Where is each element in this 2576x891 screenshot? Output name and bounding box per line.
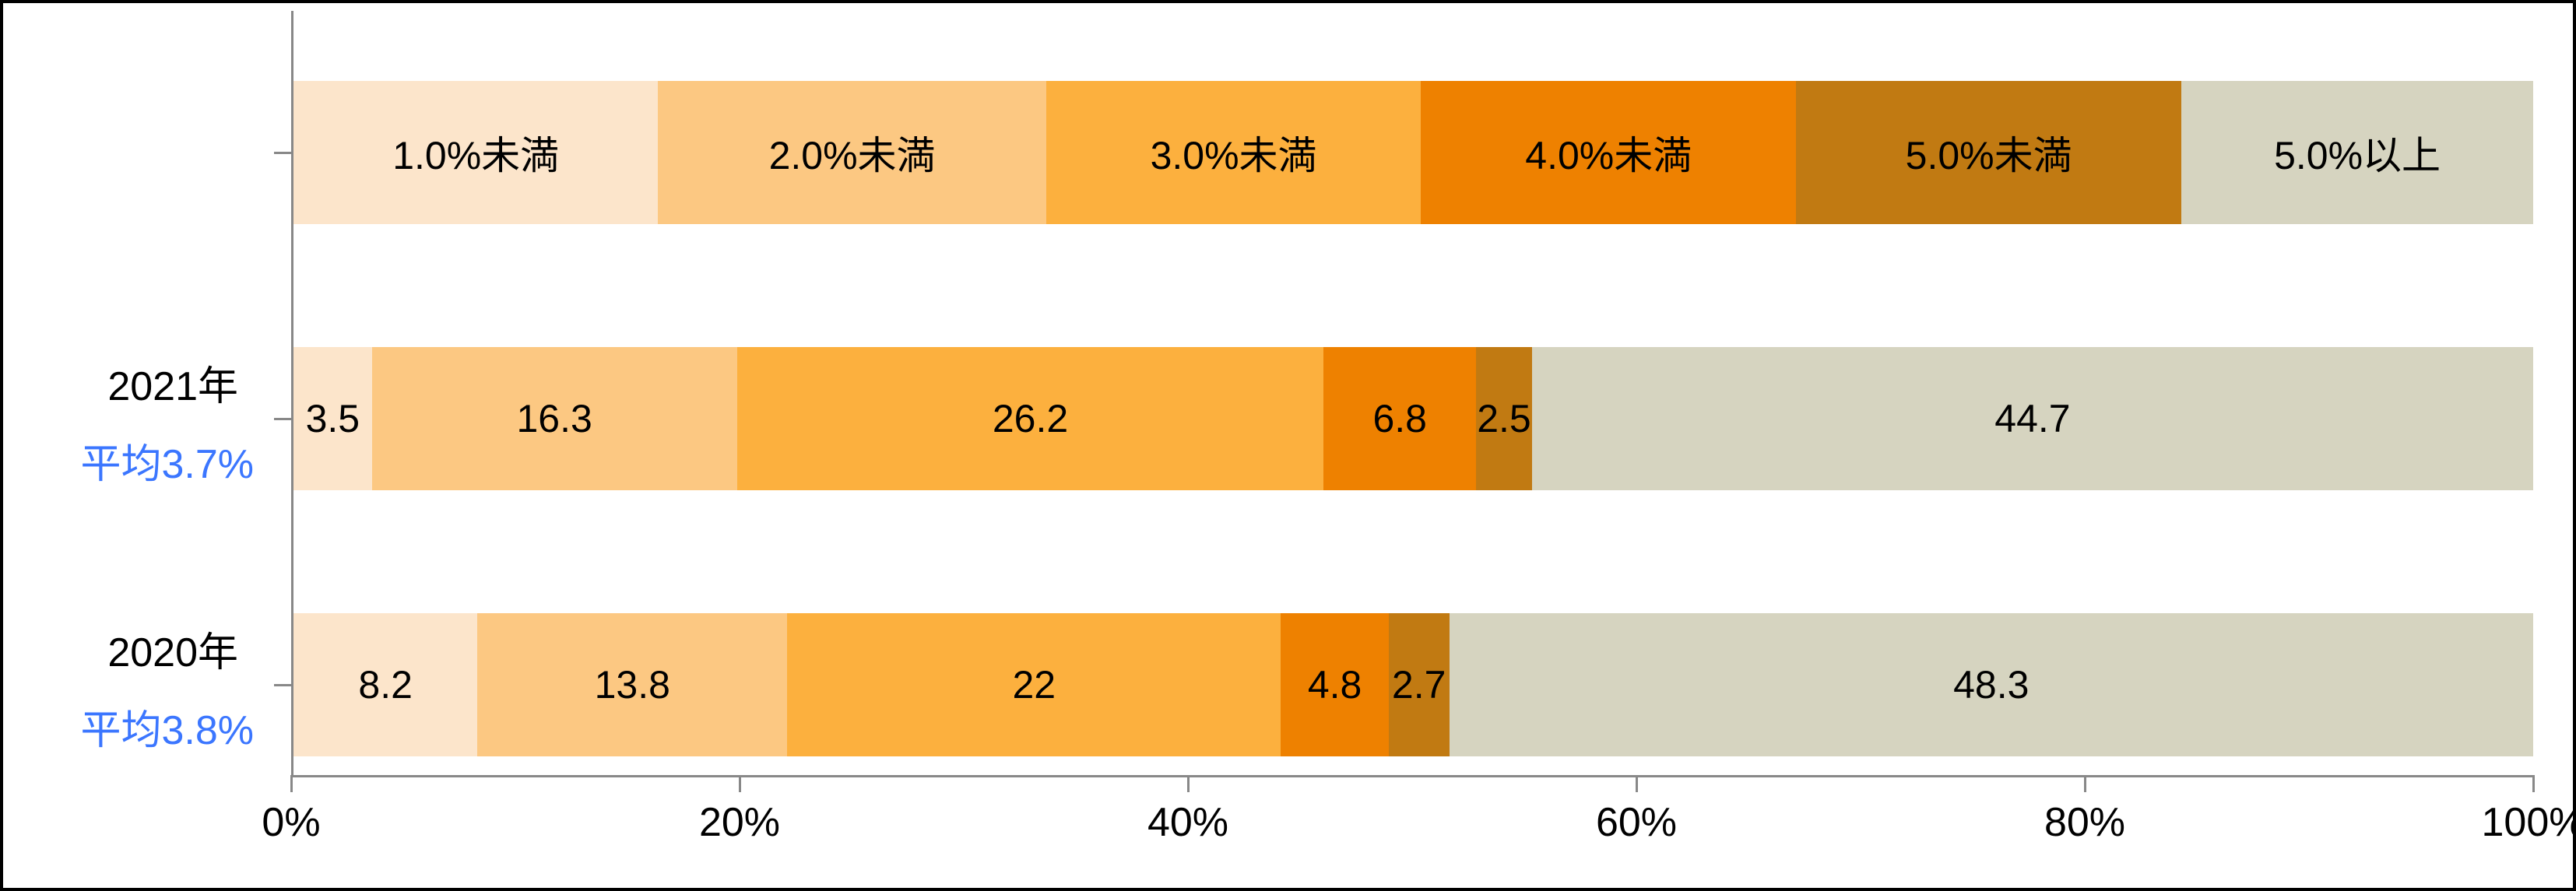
bar-value-label: 26.2 <box>993 396 1068 441</box>
bar-segment: 13.8 <box>477 613 787 756</box>
legend-segment: 3.0%未満 <box>1046 81 1422 224</box>
legend-segment: 5.0%以上 <box>2181 81 2533 224</box>
bar-value-label: 3.5 <box>306 396 360 441</box>
bar-value-label: 44.7 <box>1994 396 2070 441</box>
bar-value-label: 48.3 <box>1953 662 2029 707</box>
bar-segment: 4.8 <box>1281 613 1388 756</box>
x-axis <box>291 775 2533 777</box>
legend-segment: 5.0%未満 <box>1796 81 2181 224</box>
bar-segment: 8.2 <box>293 613 477 756</box>
x-tick <box>2084 775 2086 792</box>
legend-row: 1.0%未満 2.0%未満 3.0%未満 4.0%未満 5.0%未満 5.0%以上 <box>293 81 2533 224</box>
bar-value-label: 6.8 <box>1372 396 1427 441</box>
bar-segment: 2.5 <box>1476 347 1532 490</box>
bar-value-label: 16.3 <box>516 396 592 441</box>
bar-segment: 22 <box>787 613 1281 756</box>
legend-label: 2.0%未満 <box>769 125 936 181</box>
x-tick-label: 100% <box>2482 799 2576 846</box>
x-tick-label: 80% <box>2044 799 2125 846</box>
legend-label: 3.0%未満 <box>1151 125 1317 181</box>
bar-value-label: 13.8 <box>595 662 670 707</box>
bar-value-label: 8.2 <box>358 662 413 707</box>
legend-label: 5.0%以上 <box>2274 125 2441 181</box>
bar-segment: 2.7 <box>1389 613 1450 756</box>
legend-label: 5.0%未満 <box>1906 125 2072 181</box>
row-year-label: 2020年 <box>107 619 238 678</box>
legend-label: 4.0%未満 <box>1525 125 1692 181</box>
y-tick <box>274 418 293 420</box>
data-row: 3.5 16.3 26.2 6.8 2.5 44.7 <box>293 347 2533 490</box>
legend-segment: 4.0%未満 <box>1421 81 1796 224</box>
bar-segment: 3.5 <box>293 347 372 490</box>
bar-value-label: 22 <box>1012 662 1056 707</box>
x-tick <box>739 775 741 792</box>
data-row: 8.2 13.8 22 4.8 2.7 48.3 <box>293 613 2533 756</box>
bar-segment: 6.8 <box>1323 347 1476 490</box>
x-tick <box>2532 775 2535 792</box>
row-avg-label: 平均3.7% <box>80 431 254 489</box>
legend-label: 1.0%未満 <box>392 125 559 181</box>
bar-value-label: 2.5 <box>1477 396 1531 441</box>
bar-segment: 16.3 <box>372 347 737 490</box>
y-tick <box>274 684 293 686</box>
x-tick-label: 20% <box>699 799 780 846</box>
bar-value-label: 4.8 <box>1308 662 1362 707</box>
x-tick-label: 40% <box>1147 799 1228 846</box>
bar-segment: 44.7 <box>1532 347 2533 490</box>
plot-area: 0%20%40%60%80%100%1.0%未満2.0%未満3.0%未満4.0%… <box>291 11 2533 777</box>
bar-value-label: 2.7 <box>1392 662 1446 707</box>
bar-segment: 48.3 <box>1450 613 2533 756</box>
x-tick-label: 0% <box>262 799 320 846</box>
x-tick <box>1636 775 1638 792</box>
row-avg-label: 平均3.8% <box>80 697 254 756</box>
x-tick-label: 60% <box>1596 799 1677 846</box>
y-tick <box>274 152 293 154</box>
row-year-label: 2021年 <box>107 353 238 412</box>
x-tick <box>1187 775 1190 792</box>
x-tick <box>290 775 293 792</box>
legend-segment: 2.0%未満 <box>658 81 1046 224</box>
chart-frame: 0% 20% 40% 60% 80% 100% 1.0%未満 2.0%未満 3.0%未満 4.0%… <box>0 0 2576 891</box>
legend-segment: 1.0%未満 <box>293 81 658 224</box>
bar-segment: 26.2 <box>737 347 1324 490</box>
